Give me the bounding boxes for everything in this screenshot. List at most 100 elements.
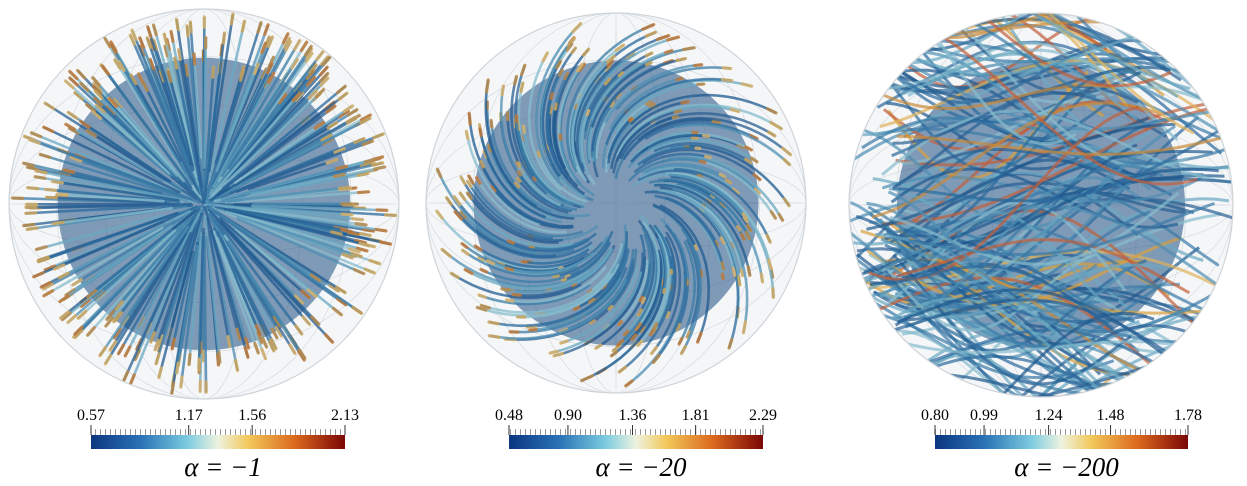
streamline-tip [673, 117, 677, 118]
panel-title: α = −1 [184, 452, 262, 482]
streamline-tip [530, 330, 536, 331]
minor-ticks [935, 429, 1188, 435]
tick-label: 1.56 [238, 407, 266, 424]
streamline-tip [667, 313, 669, 317]
streamline-tip [52, 181, 62, 182]
streamline-tip [530, 246, 533, 247]
streamline-tip [515, 77, 517, 84]
streamline-tip [194, 54, 195, 64]
streamline-tip [704, 136, 709, 137]
streamline-tip [506, 268, 513, 270]
streamline-tip [521, 83, 523, 91]
tick-label: 0.80 [921, 407, 949, 424]
tick-label: 0.90 [554, 407, 582, 424]
streamline-tip [677, 59, 685, 61]
streamline-tip [554, 354, 563, 356]
streamline-tip [223, 33, 224, 43]
streamline-tip [742, 270, 743, 276]
streamline-tip [359, 192, 369, 193]
streamline-tip [701, 161, 706, 162]
streamline-tip [489, 336, 499, 338]
streamline-tip [647, 63, 652, 65]
streamline-tip [675, 111, 681, 112]
streamline-tip [480, 129, 481, 136]
streamline-tip [172, 339, 174, 349]
streamline-tip [27, 228, 37, 229]
streamline-tip [186, 65, 187, 75]
streamline-tip [722, 80, 731, 81]
streamline-tip [738, 227, 740, 231]
panel-title: α = −200 [1014, 452, 1119, 482]
streamline-tip [236, 361, 238, 371]
streamline-tip [491, 120, 492, 127]
streamline-tip [677, 78, 682, 79]
streamline-tip [524, 126, 525, 132]
streamline-tip [181, 377, 182, 387]
streamline-tip [522, 261, 526, 262]
streamline-tip [720, 174, 724, 176]
streamline-tip [376, 229, 386, 230]
streamline-tip [334, 174, 344, 176]
streamline-tip [36, 171, 46, 173]
streamline [204, 38, 205, 169]
sphere [425, 12, 807, 394]
streamline-tip [487, 80, 489, 92]
streamline-tip [339, 187, 349, 188]
streamline-tip [682, 102, 688, 103]
tick-label: 2.13 [331, 407, 359, 424]
streamline-tip [213, 67, 214, 77]
tick-label: 0.99 [970, 407, 998, 424]
streamline-tip [713, 121, 719, 122]
tick-label: 1.36 [618, 407, 646, 424]
streamline-tip [518, 163, 520, 166]
streamline-tip [739, 277, 740, 285]
streamline-tip [518, 178, 520, 181]
streamline-tip [242, 21, 244, 31]
streamline-tip [172, 383, 174, 393]
streamline-tip [219, 352, 220, 362]
streamline-tip [555, 104, 556, 109]
streamline-tip [228, 337, 230, 347]
tick-label: 1.81 [682, 407, 710, 424]
streamline-tip [630, 119, 632, 121]
streamline-tip [743, 322, 745, 333]
streamline-tip [27, 167, 37, 169]
streamline-tip [554, 276, 558, 277]
streamline-tip [28, 188, 38, 189]
streamline-tip [640, 297, 642, 300]
streamline-tip [373, 163, 383, 165]
tick-label: 1.78 [1174, 407, 1202, 424]
streamline-tip [664, 290, 665, 293]
streamline-tip [518, 172, 520, 175]
streamline-tip [683, 48, 694, 50]
colorbar [509, 435, 763, 449]
streamline-tip [773, 289, 774, 298]
streamline-tip [587, 111, 589, 115]
tick-label: 1.48 [1097, 407, 1125, 424]
streamline-tip [722, 274, 723, 279]
streamline-tip [769, 260, 771, 269]
panel-title: α = −20 [595, 452, 687, 482]
streamline-tip [590, 299, 594, 302]
streamline-tip [358, 174, 368, 176]
minor-ticks [509, 429, 763, 435]
streamline-tip [647, 102, 651, 105]
streamline-tip [356, 224, 366, 225]
streamline-tip [506, 300, 512, 301]
streamline-tip [538, 152, 539, 156]
minor-ticks [91, 429, 345, 435]
streamline-tip [190, 22, 191, 32]
streamline-tip [723, 68, 730, 69]
streamline-tip [466, 131, 467, 138]
streamline-tip [489, 322, 498, 324]
streamline-tip [353, 219, 363, 220]
figure: 0.571.171.562.13α = −10.480.901.361.812.… [0, 0, 1247, 486]
streamline-tip [481, 269, 486, 271]
sphere [8, 8, 400, 400]
tick-label: 0.48 [495, 407, 523, 424]
streamline-tip [561, 341, 567, 343]
streamline-tip [643, 298, 645, 302]
streamline-tip [666, 51, 672, 53]
streamline-tip [177, 363, 179, 373]
streamline-tip [619, 322, 622, 325]
